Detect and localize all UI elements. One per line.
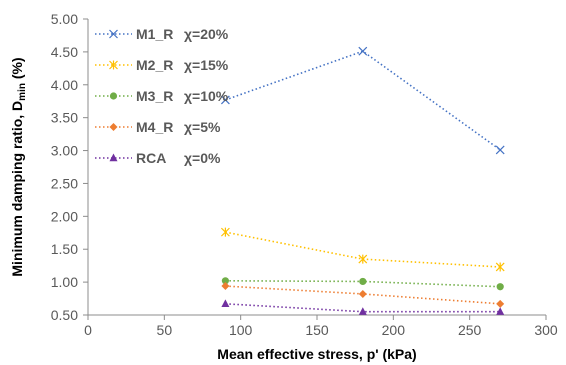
data-point	[358, 46, 368, 56]
x-tick-label: 50	[157, 322, 173, 338]
series-m1-r	[220, 46, 505, 155]
legend-series-name: M4_R	[136, 119, 173, 135]
legend-entry: M2_R χ=15%	[95, 57, 229, 73]
data-point	[358, 254, 368, 264]
y-tick-label: 1.00	[51, 274, 78, 290]
legend-swatch-marker	[109, 92, 118, 100]
data-point	[495, 145, 505, 155]
y-tick-label: 1.50	[51, 241, 78, 257]
legend-swatch-marker	[109, 123, 118, 131]
data-point	[495, 262, 505, 272]
data-point	[358, 289, 367, 298]
series-m3-r	[221, 277, 504, 291]
legend-swatch-marker	[109, 153, 118, 162]
data-point	[220, 95, 230, 105]
y-tick-label: 4.50	[51, 44, 78, 60]
y-axis-title-main: Minimum damping ratio, D	[9, 101, 25, 277]
legend-entry: M4_R χ=5%	[95, 119, 221, 135]
y-tick-label: 2.50	[51, 175, 78, 191]
x-tick-label: 200	[382, 322, 406, 338]
data-point	[496, 283, 504, 291]
legend-series-name: M1_R	[136, 26, 173, 42]
legend-series-chi: χ=0%	[184, 150, 221, 166]
legend-series-chi: χ=15%	[184, 57, 229, 73]
y-tick-label: 4.00	[51, 77, 78, 93]
x-tick-label: 250	[458, 322, 482, 338]
legend: M1_R χ=20% M2_R χ=15% M3_R χ=10% M4_R χ=5% RCA χ=…	[95, 26, 229, 166]
y-tick-label: 2.00	[51, 208, 78, 224]
y-tick-label: 3.50	[51, 110, 78, 126]
y-axis-title-subscript: min	[17, 83, 28, 101]
data-point	[496, 307, 505, 315]
axes: 0.50 1.00 1.50 2.00 2.50 3.00 3.50 4.00 4.50 5.00…	[51, 11, 558, 338]
y-axis-title-unit: (%)	[9, 57, 25, 83]
y-tick-label: 5.00	[51, 11, 78, 27]
data-point	[221, 299, 230, 308]
series-m2-r	[220, 227, 505, 272]
legend-entry: M3_R χ=10%	[95, 88, 229, 104]
series-line	[225, 285, 501, 305]
data-point	[221, 282, 230, 291]
x-tick-label: 300	[534, 322, 558, 338]
data-point	[221, 277, 229, 285]
legend-series-name: RCA	[136, 150, 166, 166]
series-line	[225, 50, 501, 151]
series-rca	[221, 299, 505, 315]
legend-series-name: M2_R	[136, 57, 173, 73]
x-tick-label: 100	[229, 322, 253, 338]
data-point	[220, 227, 230, 237]
legend-series-chi: χ=20%	[184, 26, 229, 42]
data-point	[496, 299, 505, 308]
y-tick-label: 0.50	[51, 307, 78, 323]
x-axis-title: Mean effective stress, p' (kPa)	[217, 346, 416, 362]
legend-entry: RCA χ=0%	[95, 150, 221, 166]
series-m4-r	[221, 282, 505, 308]
legend-series-name: M3_R	[136, 88, 173, 104]
legend-entry: M1_R χ=20%	[95, 26, 229, 42]
x-tick-label: 0	[84, 322, 92, 338]
legend-series-chi: χ=10%	[184, 88, 229, 104]
legend-series-chi: χ=5%	[184, 119, 221, 135]
x-tick-label: 150	[305, 322, 329, 338]
series-line	[225, 303, 501, 313]
legend-swatch-marker	[109, 60, 118, 70]
data-point	[358, 307, 367, 315]
y-tick-label: 3.00	[51, 143, 78, 159]
series-layer	[220, 46, 505, 315]
data-point	[359, 277, 367, 286]
legend-swatch-marker	[109, 29, 118, 39]
y-axis-title: Minimum damping ratio, Dmin (%)	[9, 57, 28, 276]
